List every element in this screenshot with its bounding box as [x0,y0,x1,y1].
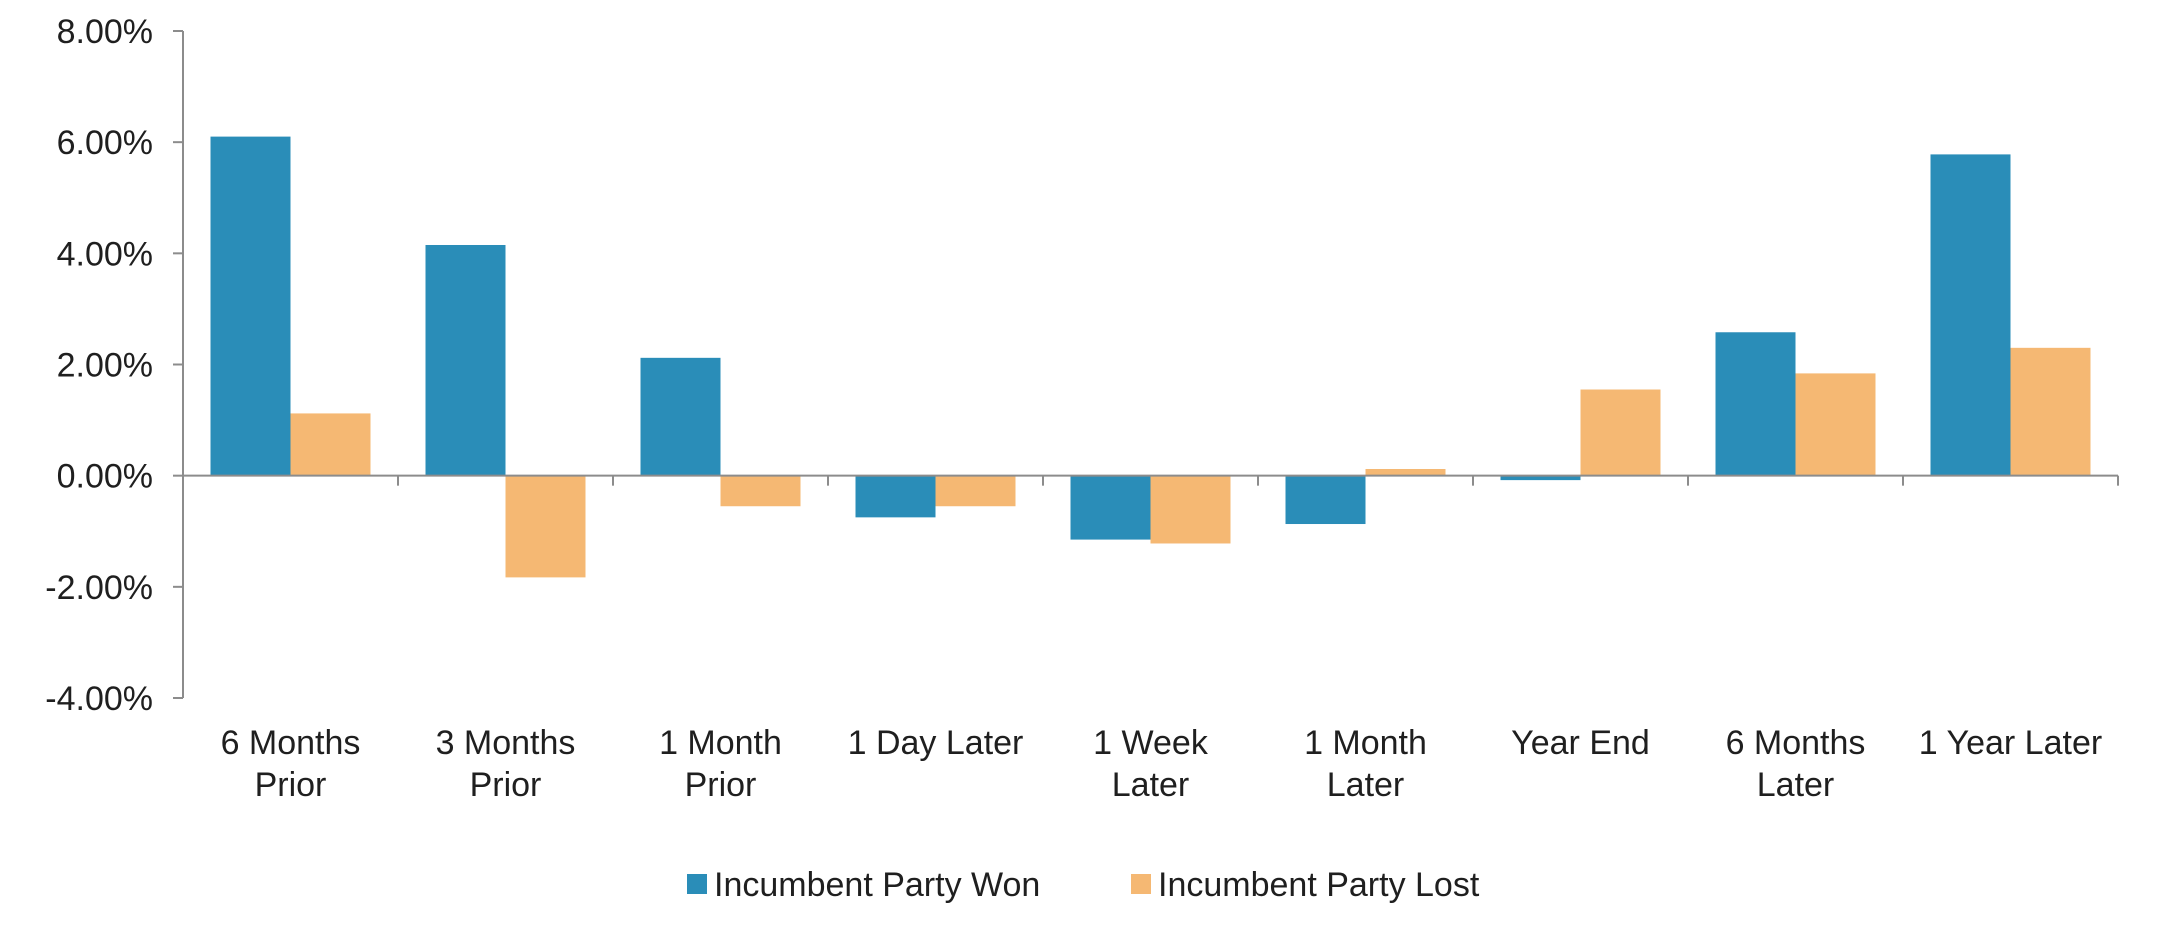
x-axis [183,474,2119,486]
x-category-label-line: 6 Months [221,724,361,762]
legend-label-won: Incumbent Party Won [714,866,1040,904]
x-category-label-line: 1 Month [659,724,782,762]
bars [210,136,2091,578]
y-tick-label: 8.00% [57,13,153,51]
bar-won [1500,475,1581,481]
legend-swatch-won [687,874,707,894]
x-category-label-line: Later [1112,766,1190,804]
x-category-label: 1 Week Later [1093,724,1209,804]
y-tick-label: 4.00% [57,235,153,273]
bar-won [855,475,936,518]
y-tick-label: -4.00% [45,680,153,718]
x-category-label: 3 Months Prior [436,724,576,804]
bar-lost [1150,475,1231,544]
bar-won [425,244,506,476]
bar-lost [1365,468,1446,476]
x-category-label: Year End [1511,724,1650,762]
y-tick-label: 2.00% [57,347,153,385]
y-tick-label: 6.00% [57,124,153,162]
x-category-label: 1 Month Later [1304,724,1427,804]
x-category-label-line: Later [1327,766,1405,804]
x-category-label-line: 1 Month [1304,724,1427,762]
x-category-label: 6 Months Prior [221,724,361,804]
x-category-label: 1 Day Later [848,724,1024,762]
bar-won [640,357,721,476]
x-category-label-line: Year End [1511,724,1650,762]
bar-lost [1795,373,1876,476]
bar-won [1285,475,1366,525]
x-category-label-line: Prior [685,766,757,804]
x-category-label-line: Prior [255,766,327,804]
x-category-label-line: 1 Year Later [1919,724,2102,762]
bar-lost [720,475,801,507]
bar-lost [1580,389,1661,476]
y-axis: 8.00% 6.00% 4.00% 2.00% 0.00% -2.00% -4.00% [45,13,184,718]
legend-swatch-lost [1131,874,1151,894]
bar-won [1930,154,2011,476]
x-category-label-line: 6 Months [1726,724,1866,762]
x-category-label-line: 1 Week [1093,724,1209,762]
bar-won [1715,332,1796,476]
x-category-label: 1 Year Later [1919,724,2102,762]
bar-lost [935,475,1016,507]
bar-lost [2010,347,2091,476]
x-category-label: 6 Months Later [1726,724,1866,804]
legend: Incumbent Party Won Incumbent Party Lost [687,866,1480,904]
x-category-label-line: Later [1757,766,1835,804]
bar-lost [505,475,586,578]
bar-won [1070,475,1151,540]
x-category-label-line: 3 Months [436,724,576,762]
x-category-label-line: 1 Day Later [848,724,1024,762]
y-tick-label: -2.00% [45,569,153,607]
legend-label-lost: Incumbent Party Lost [1158,866,1480,904]
x-category-label-line: Prior [470,766,542,804]
x-category-label: 1 Month Prior [659,724,782,804]
y-tick-label: 0.00% [57,458,153,496]
bar-lost [290,413,371,476]
bar-won [210,136,291,476]
